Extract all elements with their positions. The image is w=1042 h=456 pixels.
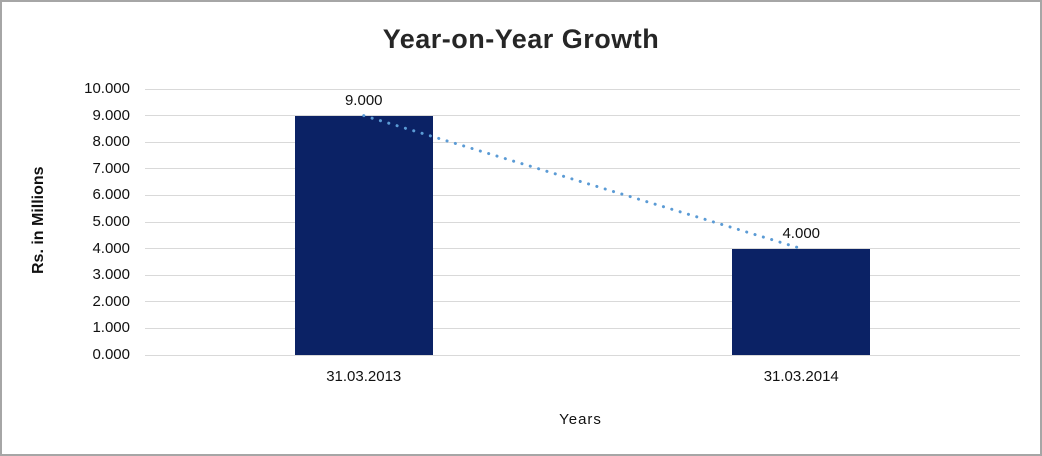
- y-axis-tick-label: 2.000: [92, 292, 130, 310]
- gridline: [145, 301, 1020, 303]
- gridline: [145, 327, 1020, 329]
- y-axis-tick-label: 0.000: [92, 346, 130, 363]
- gridline: [145, 354, 1020, 356]
- y-axis-tick-label: 3.000: [92, 266, 130, 284]
- y-axis-tick-label: 9.000: [92, 106, 130, 124]
- bar-data-label: 4.000: [782, 224, 821, 242]
- gridline: [145, 168, 1020, 170]
- gridline: [145, 194, 1020, 196]
- y-axis-tick-label: 6.000: [92, 186, 130, 204]
- gridline: [145, 88, 1020, 90]
- gridline: [145, 274, 1020, 276]
- y-axis-tick-label: 1.000: [92, 319, 130, 337]
- gridline: [145, 141, 1020, 143]
- x-axis-category-label: 31.03.2013: [326, 368, 402, 385]
- x-axis-category-label: 31.03.2014: [763, 368, 839, 385]
- gridline: [145, 248, 1020, 250]
- chart-title: Year-on-Year Growth: [382, 24, 660, 54]
- bar: [732, 248, 871, 355]
- y-axis-tick-label: 8.000: [92, 133, 130, 151]
- gridline: [145, 221, 1020, 223]
- bar-data-label: 9.000: [344, 91, 383, 109]
- bar: [294, 115, 433, 355]
- y-axis-tick-label: 4.000: [92, 239, 130, 257]
- x-axis-title: Years: [559, 411, 602, 428]
- y-axis-tick-label: 5.000: [92, 213, 130, 230]
- gridline: [145, 115, 1020, 117]
- y-axis-tick-label: 7.000: [92, 159, 130, 177]
- y-axis-tick-label: 10.000: [84, 80, 130, 97]
